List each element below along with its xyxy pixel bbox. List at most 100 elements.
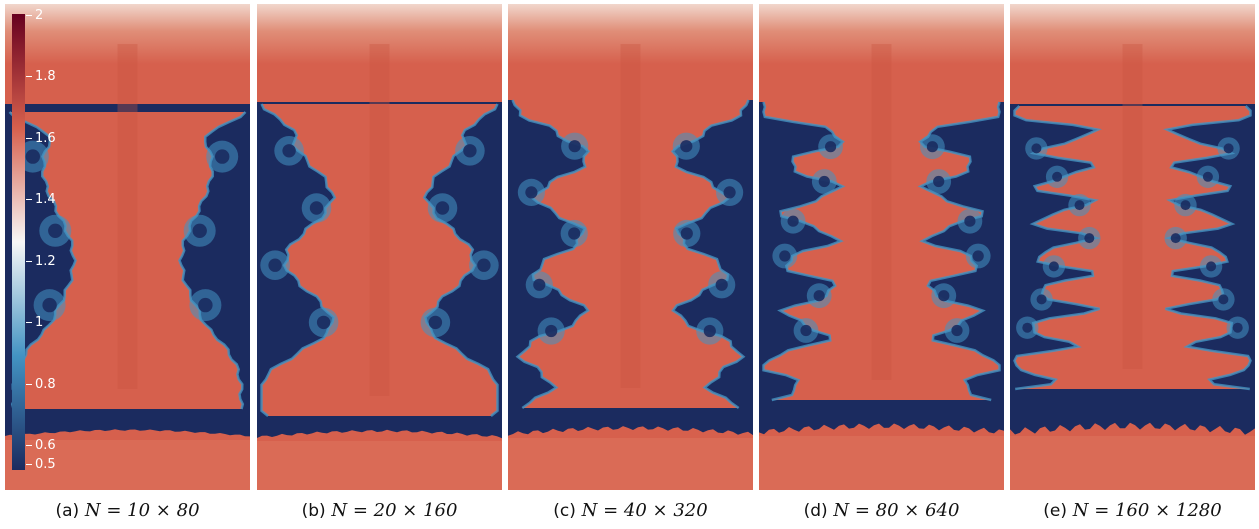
vortex-core — [1218, 294, 1229, 305]
caption-label: N = 160 × 1280 — [1072, 500, 1222, 521]
caption-label: N = 20 × 160 — [331, 500, 458, 521]
top-boundary-layer — [1010, 4, 1255, 64]
caption-label: N = 40 × 320 — [581, 500, 708, 521]
caption-tag: (b) — [301, 501, 326, 521]
vortex-core — [42, 297, 57, 313]
caption-d: (d) N = 80 × 640 — [759, 500, 1004, 521]
heavy-fluid — [257, 4, 502, 490]
vortex-core — [1048, 261, 1059, 272]
left-interface — [762, 101, 846, 402]
vortex-core — [926, 141, 938, 153]
vortex-core — [1084, 233, 1095, 244]
top-boundary-layer — [759, 4, 1004, 64]
vortex-core — [198, 297, 213, 313]
caption-c: (c) N = 40 × 320 — [508, 500, 753, 521]
colorbar-tick: 0.8 — [26, 378, 56, 391]
vortex-core — [1223, 143, 1234, 154]
vortex-core — [568, 140, 581, 153]
vortex-core — [268, 258, 282, 272]
density-field — [257, 4, 502, 490]
vortex-core — [723, 186, 736, 199]
vortex-core — [192, 223, 207, 238]
vortex-core — [779, 250, 791, 262]
caption-e: (e) N = 160 × 1280 — [1010, 500, 1255, 521]
colorbar-tick: 0.6 — [26, 439, 56, 452]
vortex-core — [48, 223, 63, 238]
caption-a: (a) N = 10 × 80 — [5, 500, 250, 521]
lower-heavy-fluid — [508, 438, 753, 490]
vortex-core — [715, 278, 728, 291]
vortex-core — [818, 175, 830, 188]
vortex-core — [1052, 171, 1063, 182]
vortex-core — [435, 201, 450, 215]
vortex-core — [215, 149, 230, 164]
vortex-core — [568, 227, 581, 240]
density-field — [759, 4, 1004, 490]
central-jet — [369, 44, 390, 396]
vortex-core — [545, 324, 558, 338]
colorbar-tick: 1.2 — [26, 255, 56, 268]
light-fluid — [508, 100, 753, 436]
vortex-core — [25, 149, 40, 164]
vortex-core — [703, 324, 716, 338]
caption-label: N = 10 × 80 — [84, 500, 200, 521]
density-field — [5, 4, 250, 490]
vortex-core — [964, 215, 976, 227]
top-boundary-layer — [5, 4, 250, 64]
lower-heavy-fluid — [257, 441, 502, 490]
panel-d — [759, 4, 1004, 490]
vortex-core — [1180, 200, 1191, 211]
vortex-core — [1036, 294, 1047, 305]
caption-b: (b) N = 20 × 160 — [257, 500, 502, 521]
caption-tag: (c) — [553, 501, 576, 521]
vortex-core — [463, 144, 477, 158]
vortex-core — [282, 144, 296, 158]
vortex-core — [1074, 200, 1085, 211]
vortex-core — [680, 140, 693, 153]
central-jet — [117, 44, 138, 389]
vortex-core — [933, 175, 945, 188]
vortex-core — [972, 250, 984, 262]
vortex-core — [1170, 233, 1181, 244]
density-field — [1010, 4, 1255, 490]
caption-tag: (e) — [1043, 501, 1068, 521]
lower-heavy-fluid — [759, 436, 1004, 490]
colorbar-tick: 0.5 — [26, 458, 56, 471]
light-fluid — [257, 102, 502, 439]
top-boundary-layer — [508, 4, 753, 64]
colorbar — [12, 14, 25, 470]
colorbar-tick: 2 — [26, 9, 43, 22]
colorbar-tick: 1.4 — [26, 193, 56, 206]
vortex-core — [951, 324, 963, 337]
panel-e — [1010, 4, 1255, 490]
caption-tag: (d) — [803, 501, 828, 521]
central-jet — [871, 44, 892, 380]
vortex-core — [477, 258, 491, 272]
density-field — [508, 4, 753, 490]
vortex-core — [813, 290, 825, 302]
vortex-core — [1206, 261, 1217, 272]
right-interface — [670, 99, 750, 410]
colorbar-tick: 1 — [26, 316, 43, 329]
vortex-core — [428, 315, 443, 330]
vortex-core — [680, 227, 693, 240]
central-jet — [1122, 44, 1143, 369]
vortex-core — [1022, 322, 1033, 333]
vortex-core — [316, 315, 331, 330]
panel-b — [257, 4, 502, 490]
vortex-core — [1202, 171, 1213, 182]
vortex-core — [938, 290, 950, 302]
vortex-core — [1232, 322, 1243, 333]
vortex-core — [1031, 143, 1042, 154]
caption-tag: (a) — [55, 501, 80, 521]
vortex-core — [309, 201, 324, 215]
vortex-core — [825, 141, 837, 153]
panel-a — [5, 4, 250, 490]
colorbar-tick: 1.8 — [26, 70, 56, 83]
vortex-core — [533, 278, 546, 291]
vortex-core — [787, 215, 799, 227]
left-interface — [511, 99, 591, 410]
right-interface — [917, 101, 1001, 402]
colorbar-tick: 1.6 — [26, 132, 56, 145]
vortex-core — [525, 186, 538, 199]
